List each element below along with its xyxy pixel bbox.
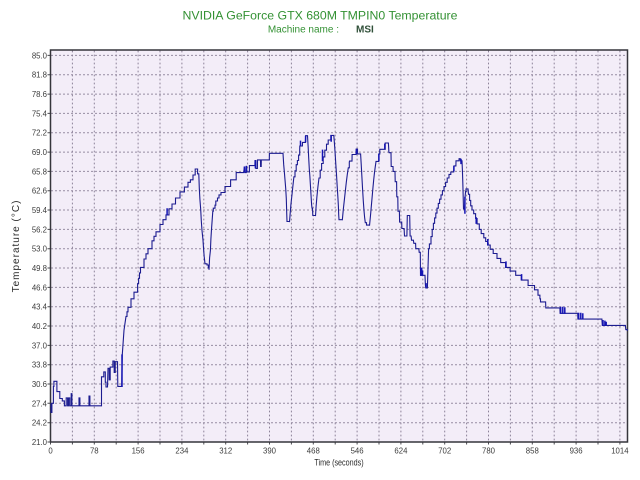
- svg-text:81.8: 81.8: [32, 71, 47, 80]
- svg-text:30.6: 30.6: [32, 380, 47, 389]
- svg-text:24.2: 24.2: [32, 419, 47, 428]
- svg-text:21.0: 21.0: [32, 438, 48, 447]
- svg-text:Temperature (°C): Temperature (°C): [11, 200, 22, 293]
- svg-text:69.0: 69.0: [32, 148, 48, 157]
- svg-text:936: 936: [570, 447, 583, 456]
- svg-text:Time (seconds): Time (seconds): [314, 458, 363, 468]
- svg-text:624: 624: [394, 447, 408, 456]
- svg-text:27.4: 27.4: [32, 399, 48, 408]
- svg-text:65.8: 65.8: [32, 167, 47, 176]
- svg-text:72.2: 72.2: [32, 129, 47, 138]
- svg-text:546: 546: [351, 447, 364, 456]
- svg-text:MSI: MSI: [356, 25, 374, 36]
- svg-text:53.0: 53.0: [32, 245, 48, 254]
- svg-text:1014: 1014: [611, 447, 629, 456]
- svg-text:59.4: 59.4: [32, 206, 48, 215]
- svg-text:Machine name :: Machine name :: [268, 25, 339, 36]
- svg-text:78.6: 78.6: [32, 90, 47, 99]
- svg-text:468: 468: [307, 447, 320, 456]
- svg-text:46.6: 46.6: [32, 283, 47, 292]
- svg-text:702: 702: [438, 447, 451, 456]
- svg-text:390: 390: [263, 447, 277, 456]
- svg-text:33.8: 33.8: [32, 361, 47, 370]
- svg-text:62.6: 62.6: [32, 187, 47, 196]
- svg-text:75.4: 75.4: [32, 109, 48, 118]
- svg-text:40.2: 40.2: [32, 322, 47, 331]
- svg-text:43.4: 43.4: [32, 303, 48, 312]
- svg-text:85.0: 85.0: [32, 51, 48, 60]
- svg-text:56.2: 56.2: [32, 225, 47, 234]
- svg-text:0: 0: [48, 447, 53, 456]
- svg-text:49.8: 49.8: [32, 264, 47, 273]
- svg-text:858: 858: [526, 447, 539, 456]
- svg-text:37.0: 37.0: [32, 341, 48, 350]
- svg-text:234: 234: [175, 447, 189, 456]
- svg-text:312: 312: [219, 447, 232, 456]
- svg-text:78: 78: [90, 447, 99, 456]
- svg-text:780: 780: [482, 447, 496, 456]
- svg-text:156: 156: [132, 447, 145, 456]
- svg-text:NVIDIA GeForce GTX 680M TMPIN0: NVIDIA GeForce GTX 680M TMPIN0 Temperatu…: [183, 8, 458, 22]
